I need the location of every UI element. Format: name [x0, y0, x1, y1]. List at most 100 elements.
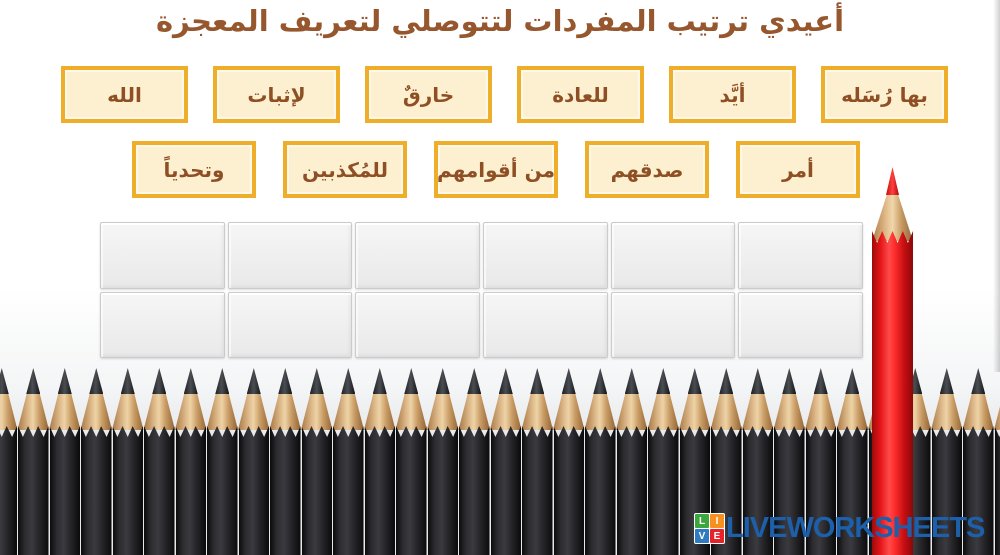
pencil-graphite-tip: [656, 368, 671, 394]
pencil-graphite-tip: [624, 368, 639, 394]
answer-cell[interactable]: [738, 222, 863, 289]
black-pencil: [0, 368, 18, 555]
word-tile-biha-rusulah[interactable]: بها رُسَله: [821, 66, 948, 123]
pencil-graphite-tip: [0, 368, 9, 394]
black-pencil: [962, 368, 994, 555]
pencil-graphite-tip: [687, 368, 702, 394]
answer-cell[interactable]: [227, 291, 353, 358]
pencil-graphite-tip: [435, 368, 450, 394]
pencil-body: [805, 426, 836, 555]
pencil-body: [175, 426, 206, 555]
black-pencil: [80, 368, 112, 555]
word-tile-li-ithbat[interactable]: لإثبات: [213, 66, 340, 123]
answer-cell[interactable]: [100, 222, 225, 289]
answer-cell[interactable]: [482, 222, 608, 289]
pencil-graphite-tip: [183, 368, 198, 394]
black-pencil: [143, 368, 175, 555]
pencil-graphite-tip: [341, 368, 356, 394]
black-pencil: [773, 368, 805, 555]
pencil-body: [396, 426, 427, 555]
pencil-body: [18, 426, 49, 555]
word-tile-lil-aada[interactable]: للعادة: [517, 66, 644, 123]
liveworksheets-wordmark: LIVEWORKSHEETS: [726, 512, 985, 544]
pencil-body: [0, 426, 17, 555]
pencil-graphite-tip: [782, 368, 797, 394]
word-tile-lilmukadhibin[interactable]: للمُكذبين: [283, 141, 407, 198]
pencil-graphite-tip: [152, 368, 167, 394]
black-pencil: [175, 368, 207, 555]
black-pencil: [616, 368, 648, 555]
answer-cell[interactable]: [610, 222, 736, 289]
pencil-graphite-tip: [593, 368, 608, 394]
word-tile-sidqahum[interactable]: صدقهم: [585, 141, 709, 198]
pencil-body: [207, 426, 238, 555]
pencil-body: [963, 426, 994, 555]
liveworksheets-logo-icon: L I V E: [694, 513, 725, 544]
pencil-graphite-tip: [845, 368, 860, 394]
word-tile-khariq[interactable]: خارقٌ: [365, 66, 492, 123]
black-pencil: [553, 368, 585, 555]
page-title: أعيدي ترتيب المفردات لتتوصلي لتعريف المع…: [155, 4, 845, 38]
pencil-body: [49, 426, 80, 555]
answer-cell[interactable]: [227, 222, 353, 289]
black-pencil: [206, 368, 238, 555]
pencil-body: [522, 426, 553, 555]
black-pencil: [931, 368, 963, 555]
black-pencil: [17, 368, 49, 555]
logo-letter-l: L: [695, 514, 709, 528]
answer-cell[interactable]: [610, 291, 736, 358]
answer-grid: [100, 222, 863, 358]
black-pencil: [647, 368, 679, 555]
pencil-graphite-tip: [971, 368, 986, 394]
black-pencil: [994, 368, 1000, 555]
pencil-body: [616, 426, 647, 555]
word-tile-watahaddiyan[interactable]: وتحدياً: [132, 141, 256, 198]
pencil-body: [112, 426, 143, 555]
black-pencil: [679, 368, 711, 555]
word-bank-row-2: وتحدياً للمُكذبين من أقوامهم صدقهم أمر: [132, 141, 860, 198]
black-pencil: [112, 368, 144, 555]
answer-cell[interactable]: [355, 291, 480, 358]
black-pencil: [364, 368, 396, 555]
word-tile-ayyada[interactable]: أيَّد: [669, 66, 796, 123]
answer-cell[interactable]: [355, 222, 480, 289]
pencil-graphite-tip: [309, 368, 324, 394]
word-bank-row-1: الله لإثبات خارقٌ للعادة أيَّد بها رُسَل…: [61, 66, 948, 123]
pencil-graphite-tip: [278, 368, 293, 394]
pencil-graphite-tip: [404, 368, 419, 394]
pencil-body: [301, 426, 332, 555]
red-pencil: [872, 167, 913, 555]
pencil-body: [364, 426, 395, 555]
pencil-graphite-tip: [120, 368, 135, 394]
red-pencil-lead-tip: [886, 167, 899, 195]
pencil-body: [837, 426, 868, 555]
pencil-body: [459, 426, 490, 555]
black-pencil: [584, 368, 616, 555]
black-pencil: [490, 368, 522, 555]
liveworksheets-logo[interactable]: L I V E LIVEWORKSHEETS: [694, 512, 985, 544]
pencil-body: [238, 426, 269, 555]
black-pencil: [269, 368, 301, 555]
word-tile-amr[interactable]: أمر: [736, 141, 860, 198]
pencil-body: [931, 426, 962, 555]
right-edge-shadow: [993, 0, 1000, 372]
word-tile-allah[interactable]: الله: [61, 66, 188, 123]
pencil-graphite-tip: [372, 368, 387, 394]
answer-cell[interactable]: [738, 291, 863, 358]
pencil-body: [648, 426, 679, 555]
pencil-body: [774, 426, 805, 555]
pencil-body: [427, 426, 458, 555]
black-pencil: [395, 368, 427, 555]
pencil-body: [742, 426, 773, 555]
pencil-body: [144, 426, 175, 555]
red-pencil-body: [872, 231, 913, 555]
answer-cell[interactable]: [482, 291, 608, 358]
pencil-graphite-tip: [57, 368, 72, 394]
black-pencil: [301, 368, 333, 555]
word-tile-min-aqwamihim[interactable]: من أقوامهم: [434, 141, 558, 198]
pencil-body: [553, 426, 584, 555]
logo-letter-i: I: [710, 514, 724, 528]
pencil-graphite-tip: [498, 368, 513, 394]
pencil-body: [994, 426, 1000, 555]
answer-cell[interactable]: [100, 291, 225, 358]
